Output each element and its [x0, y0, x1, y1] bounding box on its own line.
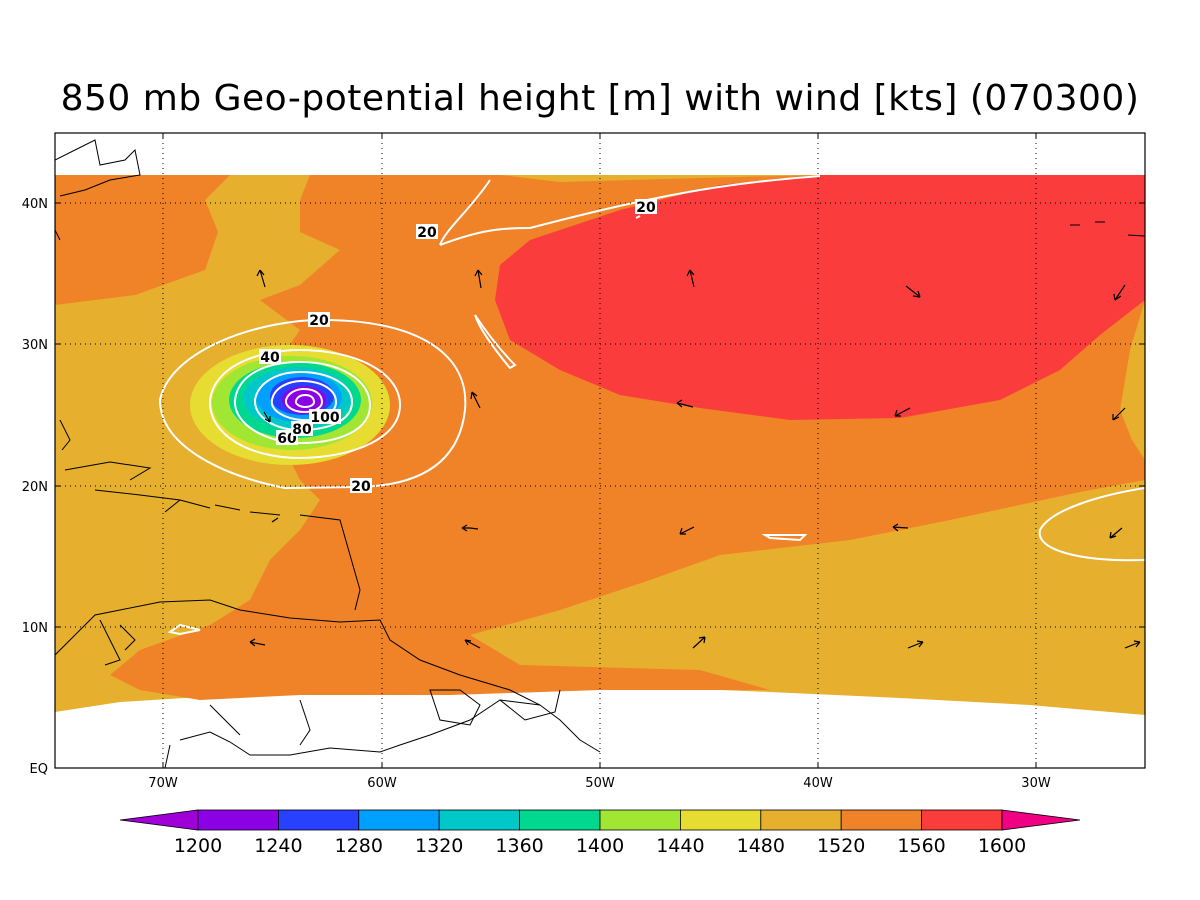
contour-label: 20	[417, 225, 437, 241]
y-axis	[55, 202, 1145, 628]
colorbar-swatch	[277, 809, 360, 831]
colorbar-swatch	[599, 809, 681, 831]
x-axis	[162, 133, 1037, 768]
colorbar-label: 1280	[335, 835, 383, 857]
low-1240-ring	[282, 386, 326, 414]
x-tick-label: 40W	[803, 776, 833, 791]
colorbar-label: 1400	[576, 835, 624, 857]
colorbar-swatch	[760, 809, 842, 831]
contour-label: 20	[636, 200, 656, 216]
map-title: 850 mb Geo-potential height [m] with win…	[60, 78, 1140, 119]
contour-label: 40	[260, 350, 280, 366]
colorbar-label: 1360	[495, 835, 543, 857]
colorbar-swatch	[840, 809, 923, 831]
y-tick-label: 40N	[22, 197, 48, 212]
colorbar-swatch	[358, 809, 440, 831]
contour-labels: 20 20 20 20 40 60 80 100	[259, 199, 657, 495]
colorbar-label: 1600	[978, 835, 1026, 857]
x-tick-label: 70W	[148, 776, 178, 791]
colorbar-label: 1200	[174, 835, 222, 857]
colorbar-label: 1520	[817, 835, 865, 857]
contour-label: 100	[310, 410, 339, 426]
colorbar-label: 1240	[254, 835, 302, 857]
contour-label: 20	[309, 313, 329, 329]
colorbar: 1200 1240 1280 1320 1360 1400 1440 1480 1520 1560…	[119, 809, 1081, 857]
colorbar-left-arrow	[119, 809, 199, 831]
y-tick-label: EQ	[30, 762, 48, 777]
contour-label: 80	[292, 422, 312, 438]
lat-lon-grid	[55, 133, 1145, 768]
colorbar-label: 1560	[897, 835, 945, 857]
colorbar-label: 1480	[737, 835, 785, 857]
colorbar-label: 1440	[656, 835, 704, 857]
coastlines	[55, 139, 1145, 768]
colorbar-swatch	[438, 809, 521, 831]
colorbar-label: 1320	[415, 835, 463, 857]
contour-label: 20	[351, 479, 371, 495]
colorbar-right-arrow	[1001, 809, 1081, 831]
x-tick-label: 30W	[1021, 776, 1051, 791]
colorbar-swatch	[197, 809, 279, 831]
field-1560	[495, 175, 1145, 420]
x-tick-label: 60W	[367, 776, 397, 791]
wind-arrows	[249, 269, 1141, 649]
colorbar-swatch	[519, 809, 601, 831]
colorbar-swatch	[680, 809, 762, 831]
x-tick-label: 50W	[585, 776, 615, 791]
colorbar-swatch	[921, 809, 1003, 831]
map-plot-area: 20 20 20 20 40 60 80 100	[55, 133, 1145, 768]
y-tick-label: 20N	[22, 480, 48, 495]
y-tick-label: 10N	[22, 621, 48, 636]
y-tick-label: 30N	[22, 338, 48, 353]
